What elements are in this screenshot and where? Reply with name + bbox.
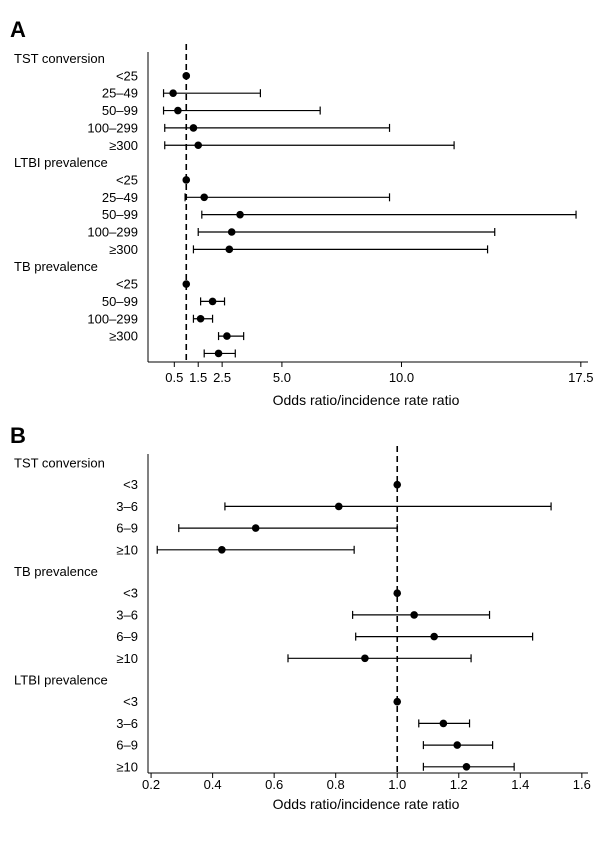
point-estimate <box>200 193 208 202</box>
point-estimate <box>174 106 182 115</box>
row-label: 100–299 <box>87 225 138 240</box>
point-estimate <box>196 314 205 323</box>
point-estimate <box>169 89 177 97</box>
x-tick-label: 17.5 <box>568 370 593 385</box>
row-label: ≥300 <box>109 329 138 344</box>
point-estimate <box>393 589 402 597</box>
point-estimate <box>393 480 402 489</box>
x-tick-label: 1.0 <box>388 777 406 792</box>
point-estimate <box>208 297 217 306</box>
x-tick-label: 1.5 <box>189 370 207 385</box>
panel-a-x-axis-label: Odds ratio/incidence rate ratio <box>273 392 460 408</box>
point-estimate <box>214 349 223 358</box>
row-label: ≥10 <box>116 759 138 774</box>
point-estimate <box>236 210 244 219</box>
point-estimate <box>194 141 203 150</box>
point-estimate <box>223 332 231 340</box>
group-header: LTBI prevalence <box>14 673 108 688</box>
row-label: 6–9 <box>116 629 138 644</box>
row-label: <3 <box>123 477 138 492</box>
x-tick-label: 1.2 <box>450 777 468 792</box>
point-estimate <box>251 524 260 532</box>
point-estimate <box>225 245 234 254</box>
row-label: ≥300 <box>109 138 138 153</box>
point-estimate <box>189 124 198 132</box>
row-label: 6–9 <box>116 521 138 536</box>
row-label: <25 <box>116 172 138 187</box>
x-tick-label: 0.2 <box>142 777 160 792</box>
group-header: LTBI prevalence <box>14 155 108 170</box>
row-label: 50–99 <box>102 207 138 222</box>
x-tick-label: 5.0 <box>273 370 291 385</box>
x-tick-label: 1.6 <box>573 777 591 792</box>
group-header: TST conversion <box>14 51 105 66</box>
x-tick-label: 0.8 <box>327 777 345 792</box>
row-label: 100–299 <box>87 311 138 326</box>
row-label: 50–99 <box>102 103 138 118</box>
row-label: 50–99 <box>102 294 138 309</box>
row-label: ≥300 <box>109 242 138 257</box>
point-estimate <box>393 697 402 706</box>
point-estimate <box>227 228 236 236</box>
point-estimate <box>430 632 438 641</box>
row-label: ≥10 <box>116 542 138 557</box>
panel-b-x-axis-label: Odds ratio/incidence rate ratio <box>273 796 460 812</box>
row-label: 100–299 <box>87 120 138 135</box>
point-estimate <box>334 502 343 511</box>
group-header: TST conversion <box>14 456 105 471</box>
x-tick-label: 0.4 <box>204 777 222 792</box>
row-label: <3 <box>123 694 138 709</box>
row-label: <25 <box>116 277 138 292</box>
row-label: 6–9 <box>116 738 138 753</box>
point-estimate <box>361 654 369 663</box>
point-estimate <box>462 763 471 771</box>
row-label: 3–6 <box>116 499 138 514</box>
row-label: <3 <box>123 586 138 601</box>
point-estimate <box>182 280 191 288</box>
row-label: 3–6 <box>116 607 138 622</box>
x-tick-label: 10.0 <box>389 370 414 385</box>
point-estimate <box>453 741 462 749</box>
x-tick-label: 1.4 <box>511 777 529 792</box>
x-tick-label: 0.6 <box>265 777 283 792</box>
group-header: TB prevalence <box>14 259 98 274</box>
panel-a-letter: A <box>10 17 26 42</box>
group-header: TB prevalence <box>14 564 98 579</box>
point-estimate <box>439 719 448 728</box>
panel-a: A Odds ratio/incidence rate ratio 0.5 1.5… <box>10 17 593 408</box>
row-label: 25–49 <box>102 86 138 101</box>
point-estimate <box>218 546 226 554</box>
row-label: 3–6 <box>116 716 138 731</box>
x-tick-label: 0.5 <box>165 370 183 385</box>
row-label: 25–49 <box>102 190 138 205</box>
row-label: <25 <box>116 68 138 83</box>
panel-b: B Odds ratio/incidence rate ratio 0.2 0.4… <box>10 423 591 812</box>
point-estimate <box>182 72 191 80</box>
row-label: ≥10 <box>116 651 138 666</box>
point-estimate <box>410 611 418 619</box>
x-tick-label: 2.5 <box>213 370 231 385</box>
panel-b-letter: B <box>10 423 26 448</box>
point-estimate <box>182 176 191 184</box>
